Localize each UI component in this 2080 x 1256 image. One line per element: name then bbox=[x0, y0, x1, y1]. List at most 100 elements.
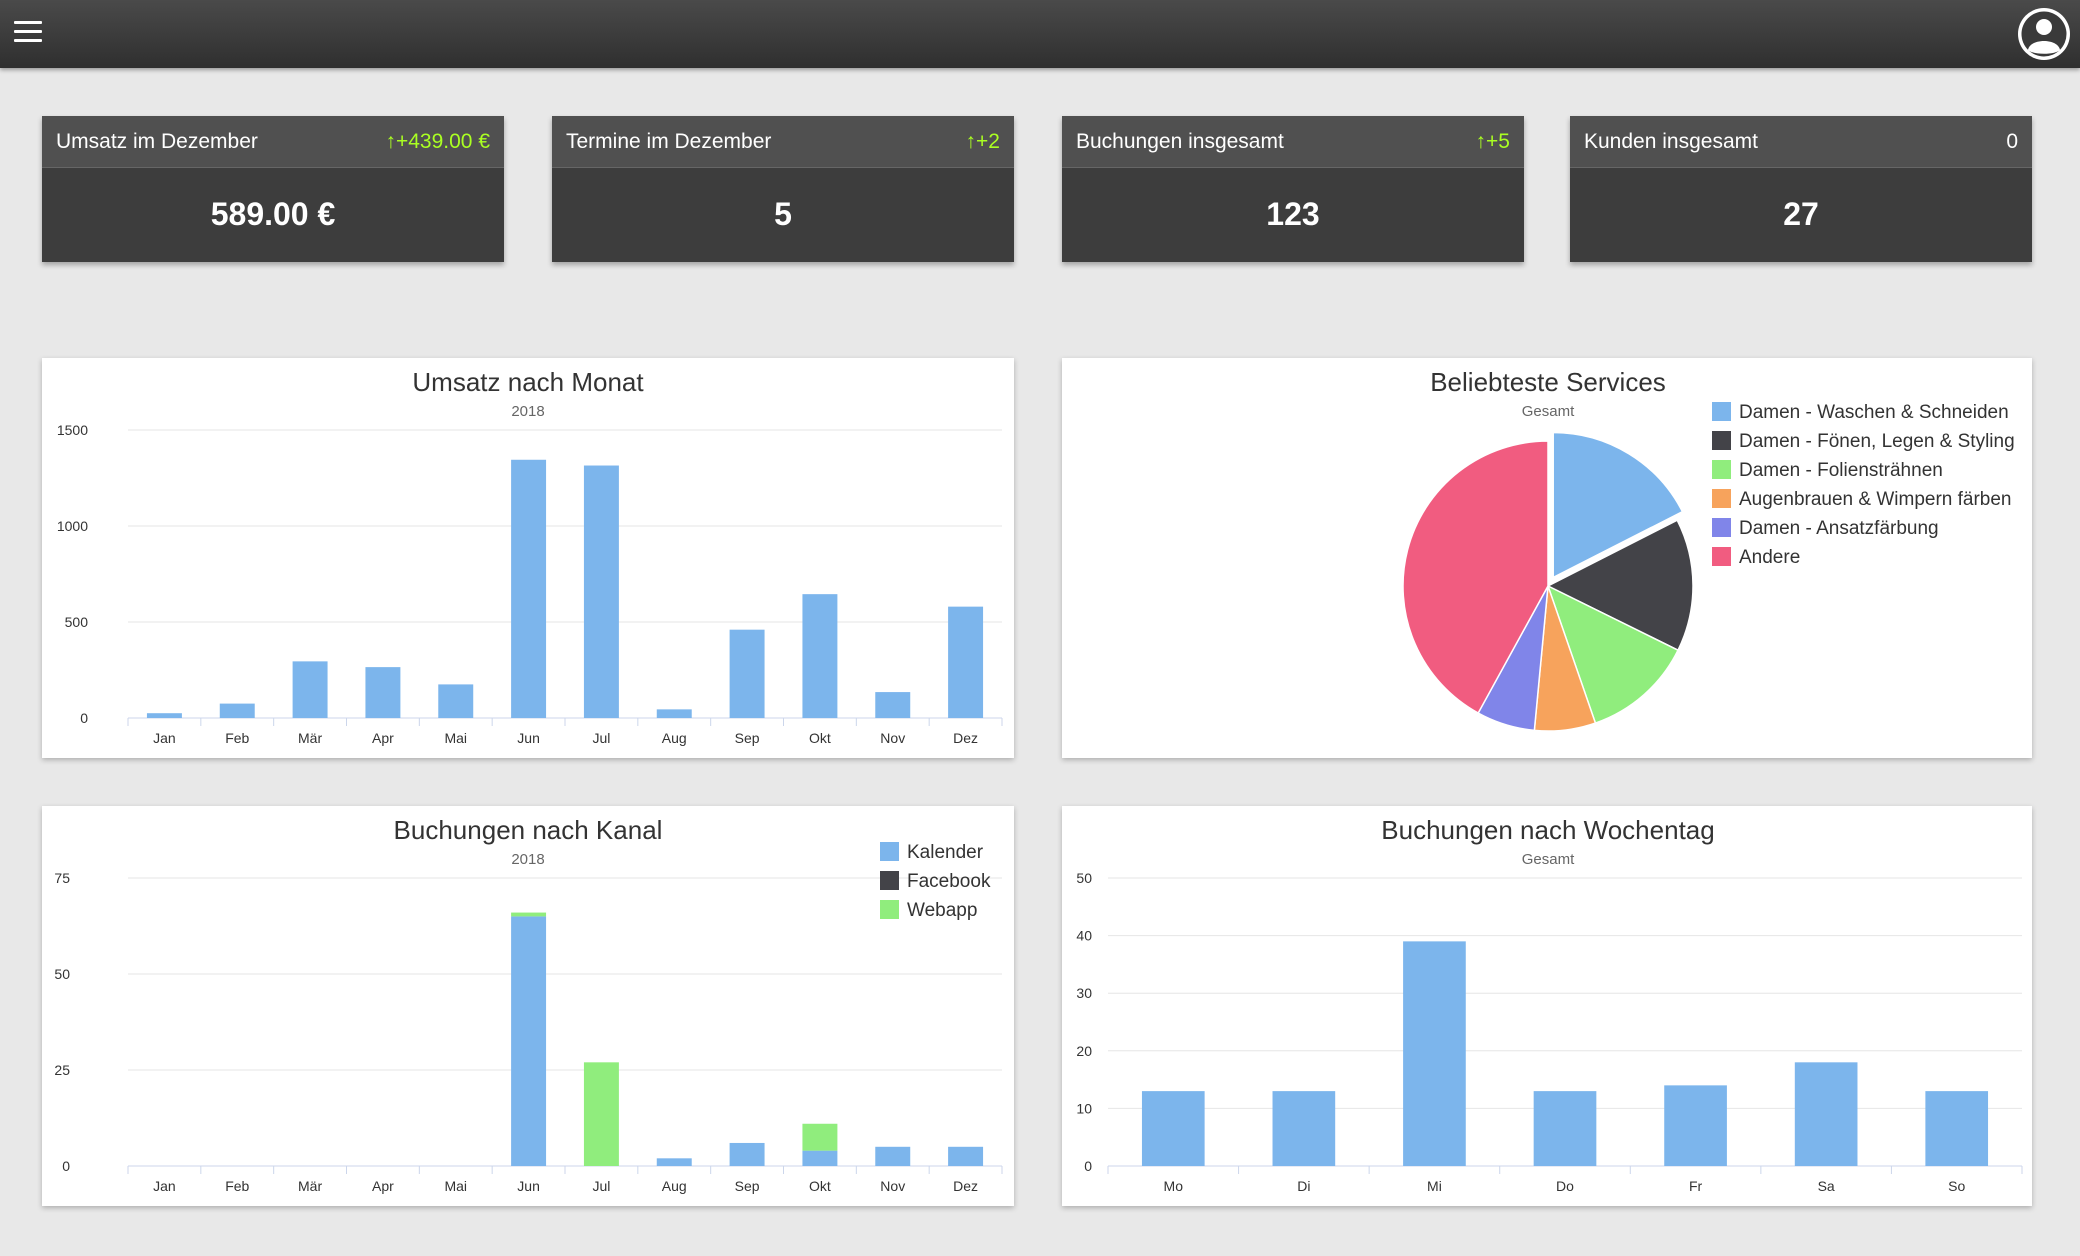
legend-swatch bbox=[880, 900, 899, 919]
bar-kalender[interactable] bbox=[802, 1150, 838, 1166]
revenue-by-month-chart: Umsatz nach Monat 2018 0 500 1000 1500 Jan Fe… bbox=[57, 367, 1003, 746]
y-tick-label: 500 bbox=[65, 614, 89, 630]
legend-item[interactable]: Damen - Ansatzfärbung bbox=[1739, 518, 1939, 539]
chart-subtitle: 2018 bbox=[511, 851, 544, 868]
kpi-label: Umsatz im Dezember bbox=[56, 129, 258, 153]
x-tick-label: Mär bbox=[298, 730, 322, 746]
legend-swatch bbox=[880, 871, 899, 890]
y-tick-label: 0 bbox=[1084, 1158, 1092, 1174]
x-tick-label: Mai bbox=[444, 1178, 467, 1194]
bar[interactable] bbox=[1272, 1091, 1336, 1166]
pie-slice[interactable] bbox=[1546, 519, 1694, 652]
bar[interactable] bbox=[292, 661, 328, 718]
x-tick-label: Jul bbox=[592, 1178, 610, 1194]
bar[interactable] bbox=[583, 465, 619, 718]
chart-subtitle: Gesamt bbox=[1522, 403, 1575, 420]
kpi-delta: ↑+2 bbox=[965, 129, 1000, 153]
y-tick-label: 0 bbox=[62, 1158, 70, 1174]
x-tick-label: Mi bbox=[1427, 1178, 1442, 1194]
legend-item[interactable]: Andere bbox=[1739, 547, 1800, 568]
x-tick-label: Fr bbox=[1689, 1178, 1703, 1194]
popular-services-card: Beliebteste Services Gesamt Damen - Wasc… bbox=[1062, 358, 2032, 758]
user-account-icon[interactable] bbox=[2016, 6, 2072, 62]
x-tick-label: Feb bbox=[225, 1178, 249, 1194]
legend-item-facebook[interactable]: Facebook bbox=[907, 871, 991, 892]
pie-slice[interactable] bbox=[1546, 584, 1680, 724]
legend-swatch bbox=[1712, 547, 1731, 566]
y-tick-label: 50 bbox=[54, 966, 70, 982]
pie-slice[interactable] bbox=[1552, 431, 1684, 579]
legend-item[interactable]: Damen - Waschen & Schneiden bbox=[1739, 402, 2009, 423]
chart-title: Buchungen nach Wochentag bbox=[1381, 815, 1714, 845]
bar[interactable] bbox=[1141, 1091, 1205, 1166]
bar[interactable] bbox=[219, 703, 255, 718]
kpi-bookings-total: Buchungen insgesamt ↑+5 123 bbox=[1062, 116, 1524, 262]
arrow-up-icon: ↑ bbox=[965, 129, 977, 153]
y-tick-label: 10 bbox=[1076, 1100, 1092, 1116]
kpi-customers-total: Kunden insgesamt 0 27 bbox=[1570, 116, 2032, 262]
bar-webapp[interactable] bbox=[583, 1062, 619, 1166]
x-tick-label: Sa bbox=[1818, 1178, 1835, 1194]
bar-kalender[interactable] bbox=[511, 916, 547, 1166]
legend-item-webapp[interactable]: Webapp bbox=[907, 900, 977, 921]
x-tick-label: Jan bbox=[153, 1178, 176, 1194]
chart-subtitle: Gesamt bbox=[1522, 851, 1575, 868]
kpi-delta: ↑+439.00 € bbox=[385, 129, 490, 153]
x-tick-label: Dez bbox=[953, 730, 978, 746]
bar[interactable] bbox=[511, 459, 547, 718]
legend-item[interactable]: Damen - Fönen, Legen & Styling bbox=[1739, 431, 2015, 452]
y-tick-label: 1500 bbox=[57, 422, 88, 438]
kpi-label: Kunden insgesamt bbox=[1584, 129, 1758, 153]
x-tick-label: Feb bbox=[225, 730, 249, 746]
x-tick-label: Mo bbox=[1164, 1178, 1184, 1194]
bar-webapp[interactable] bbox=[511, 912, 547, 917]
bar[interactable] bbox=[729, 629, 765, 718]
kpi-value: 5 bbox=[774, 196, 792, 232]
x-tick-label: Sep bbox=[735, 730, 760, 746]
bar-webapp[interactable] bbox=[802, 1123, 838, 1151]
bar[interactable] bbox=[1794, 1062, 1858, 1166]
bar[interactable] bbox=[365, 667, 401, 718]
legend-item-kalender[interactable]: Kalender bbox=[907, 842, 984, 863]
x-tick-label: Jun bbox=[517, 1178, 540, 1194]
legend-swatch bbox=[1712, 489, 1731, 508]
bar[interactable] bbox=[802, 594, 838, 718]
bar-kalender[interactable] bbox=[729, 1142, 765, 1166]
bar[interactable] bbox=[1403, 941, 1466, 1166]
x-tick-label: Apr bbox=[372, 730, 394, 746]
bookings-by-channel-chart: Buchungen nach Kanal 2018 0 25 50 75 Jan Feb M… bbox=[54, 815, 1003, 1194]
x-tick-label: Di bbox=[1297, 1178, 1310, 1194]
kpi-delta: ↑+5 bbox=[1475, 129, 1510, 153]
x-tick-label: Do bbox=[1556, 1178, 1574, 1194]
bar[interactable] bbox=[146, 713, 182, 718]
kpi-delta: 0 bbox=[2006, 129, 2018, 153]
bar-kalender[interactable] bbox=[656, 1158, 692, 1166]
kpi-label: Termine im Dezember bbox=[566, 129, 772, 153]
bar[interactable] bbox=[875, 692, 911, 718]
bar[interactable] bbox=[438, 684, 474, 718]
chart-subtitle: 2018 bbox=[511, 403, 544, 420]
bar-kalender[interactable] bbox=[875, 1146, 911, 1166]
legend-item[interactable]: Damen - Foliensträhnen bbox=[1739, 460, 1943, 481]
hamburger-menu-icon[interactable] bbox=[14, 21, 42, 43]
legend-item[interactable]: Augenbrauen & Wimpern färben bbox=[1739, 489, 2012, 510]
kpi-value: 589.00 € bbox=[210, 196, 336, 232]
y-tick-label: 1000 bbox=[57, 518, 88, 534]
bar[interactable] bbox=[1533, 1091, 1597, 1166]
x-tick-label: Aug bbox=[662, 1178, 687, 1194]
bar[interactable] bbox=[1664, 1085, 1727, 1166]
legend-swatch bbox=[1712, 402, 1731, 421]
bar[interactable] bbox=[656, 709, 692, 718]
kpi-appointments-december: Termine im Dezember ↑+2 5 bbox=[552, 116, 1014, 262]
y-tick-label: 40 bbox=[1076, 928, 1092, 944]
x-tick-label: Jun bbox=[517, 730, 540, 746]
bar-kalender[interactable] bbox=[948, 1146, 984, 1166]
kpi-label: Buchungen insgesamt bbox=[1076, 129, 1284, 153]
legend-swatch bbox=[1712, 460, 1731, 479]
bar[interactable] bbox=[948, 606, 984, 718]
pie-slice[interactable] bbox=[1402, 440, 1549, 715]
arrow-up-icon: ↑ bbox=[1475, 129, 1487, 153]
y-tick-label: 75 bbox=[54, 870, 70, 886]
chart-title: Beliebteste Services bbox=[1430, 367, 1666, 397]
bar[interactable] bbox=[1925, 1091, 1989, 1166]
